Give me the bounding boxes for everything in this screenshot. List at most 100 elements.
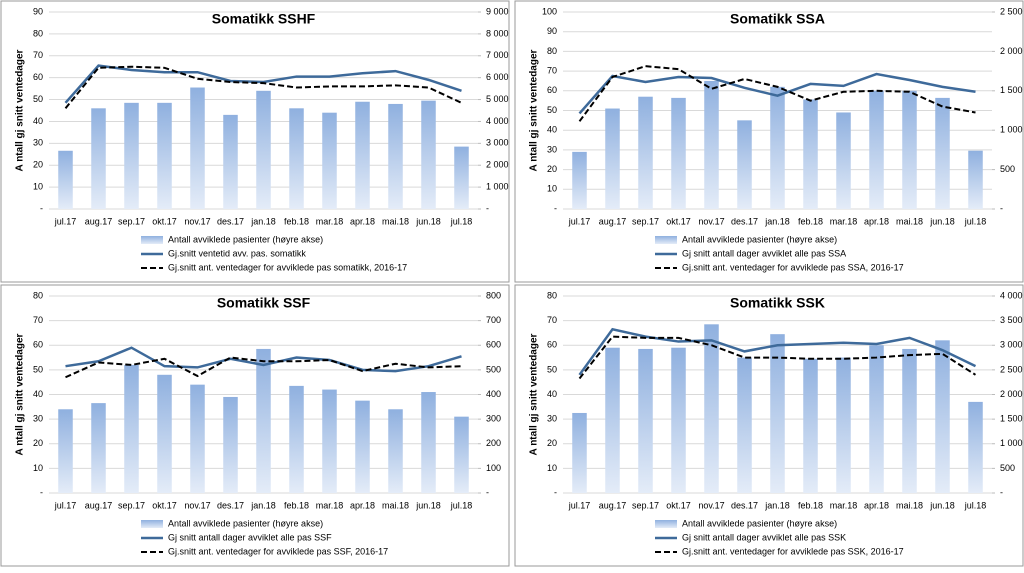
x-tick-label: okt.17 (152, 216, 177, 226)
x-tick-label: okt.17 (666, 500, 691, 510)
chart-title: Somatikk SSA (730, 11, 825, 27)
x-tick-label: jun.18 (415, 216, 441, 226)
y2-tick-label: - (1000, 203, 1003, 213)
y-tick-label: - (40, 487, 43, 497)
y-tick-label: 10 (33, 181, 43, 191)
line (65, 346, 462, 373)
bar (190, 384, 205, 493)
x-tick-label: jun.18 (415, 500, 441, 510)
bar (322, 112, 337, 209)
legend-label: Gj snitt antall dager avviklet alle pas … (682, 248, 846, 258)
x-tick-label: mai.18 (896, 500, 923, 510)
bar (289, 385, 304, 493)
bar (157, 374, 172, 493)
y2-tick-label: 1 500 (1000, 414, 1023, 424)
y2-tick-label: 5 000 (486, 94, 509, 104)
legend-label: Antall avviklede pasienter (høyre akse) (168, 518, 323, 528)
y-tick-label: 70 (33, 315, 43, 325)
chart-title: Somatikk SSHF (212, 11, 316, 27)
y-tick-label: 20 (547, 164, 557, 174)
y2-tick-label: 1 000 (486, 181, 509, 191)
y2-tick-label: 600 (486, 340, 501, 350)
line (64, 64, 462, 104)
y2-tick-label: 6 000 (486, 72, 509, 82)
y-tick-label: 80 (33, 290, 43, 300)
x-tick-label: nov.17 (698, 216, 724, 226)
bar (671, 347, 686, 493)
y2-tick-label: 500 (486, 364, 501, 374)
legend-label: Gj.snitt ant. ventedager for avviklede p… (682, 546, 904, 556)
y-tick-label: 60 (33, 340, 43, 350)
y-tick-label: 30 (547, 144, 557, 154)
y-tick-label: 100 (542, 6, 557, 16)
y-tick-label: 40 (33, 116, 43, 126)
x-tick-label: feb.18 (798, 216, 823, 226)
x-tick-label: apr.18 (864, 216, 889, 226)
bar (638, 348, 653, 493)
y2-tick-label: 400 (486, 389, 501, 399)
bar (671, 97, 686, 209)
y-tick-label: - (554, 487, 557, 497)
y-tick-label: 10 (547, 463, 557, 473)
y-tick-label: 30 (33, 138, 43, 148)
x-tick-label: jul.18 (964, 500, 987, 510)
y2-tick-label: 1 000 (1000, 125, 1023, 135)
legend-label: Gj snitt antall dager avviklet alle pas … (168, 532, 332, 542)
bar (289, 108, 304, 209)
y2-tick-label: 8 000 (486, 28, 509, 38)
x-tick-label: jul.17 (54, 216, 77, 226)
y-tick-label: 50 (547, 105, 557, 115)
y2-tick-label: 2 000 (1000, 46, 1023, 56)
y-tick-label: 50 (33, 364, 43, 374)
x-tick-label: aug.17 (599, 500, 627, 510)
y-tick-label: 50 (547, 364, 557, 374)
chart-title: Somatikk SSK (730, 295, 825, 311)
y-axis-label: A ntall gj snitt ventedager (529, 333, 540, 455)
x-tick-label: mai.18 (382, 500, 409, 510)
bar (572, 412, 587, 493)
y2-tick-label: 2 000 (486, 160, 509, 170)
x-tick-label: nov.17 (184, 500, 210, 510)
x-tick-label: jun.18 (929, 216, 955, 226)
x-tick-label: sep.17 (118, 216, 145, 226)
x-tick-label: jul.18 (964, 216, 987, 226)
y-tick-label: 60 (547, 340, 557, 350)
y2-tick-label: 1 000 (1000, 438, 1023, 448)
bar (388, 409, 403, 493)
chart-title: Somatikk SSF (217, 295, 311, 311)
bar (454, 146, 469, 209)
bar (935, 97, 950, 209)
x-tick-label: des.17 (731, 216, 758, 226)
y2-tick-label: 200 (486, 438, 501, 448)
bar (803, 99, 818, 209)
x-tick-label: apr.18 (350, 216, 375, 226)
x-tick-label: jan.18 (764, 500, 790, 510)
x-tick-label: jul.17 (568, 216, 591, 226)
legend-label: Gj.snitt ant. ventedager for avviklede p… (682, 262, 904, 272)
chart-panel: - 10 20 30 40 50 60 70 80 90 100 - 500 1 000 1 500 2 00… (514, 0, 1024, 283)
x-tick-label: mar.18 (316, 216, 344, 226)
y-tick-label: - (554, 203, 557, 213)
y2-tick-label: 3 500 (1000, 315, 1023, 325)
y2-tick-label: - (486, 203, 489, 213)
bar (91, 403, 106, 493)
x-tick-label: jan.18 (250, 216, 276, 226)
y-axis-label: A ntall gj snitt ventedager (529, 49, 540, 171)
y2-tick-label: 4 000 (1000, 290, 1023, 300)
bar (902, 90, 917, 209)
bar (968, 401, 983, 493)
y2-tick-label: - (486, 487, 489, 497)
bar (256, 348, 271, 493)
x-tick-label: feb.18 (284, 500, 309, 510)
bar (803, 358, 818, 493)
x-tick-label: des.17 (731, 500, 758, 510)
y-tick-label: 10 (547, 184, 557, 194)
x-tick-label: feb.18 (798, 500, 823, 510)
bar (836, 357, 851, 493)
bar (355, 101, 370, 209)
legend-label: Gj.snitt ant. ventedager for avviklede p… (168, 546, 388, 556)
x-tick-label: nov.17 (698, 500, 724, 510)
bar (737, 357, 752, 493)
bar (935, 340, 950, 493)
y2-tick-label: 9 000 (486, 6, 509, 16)
